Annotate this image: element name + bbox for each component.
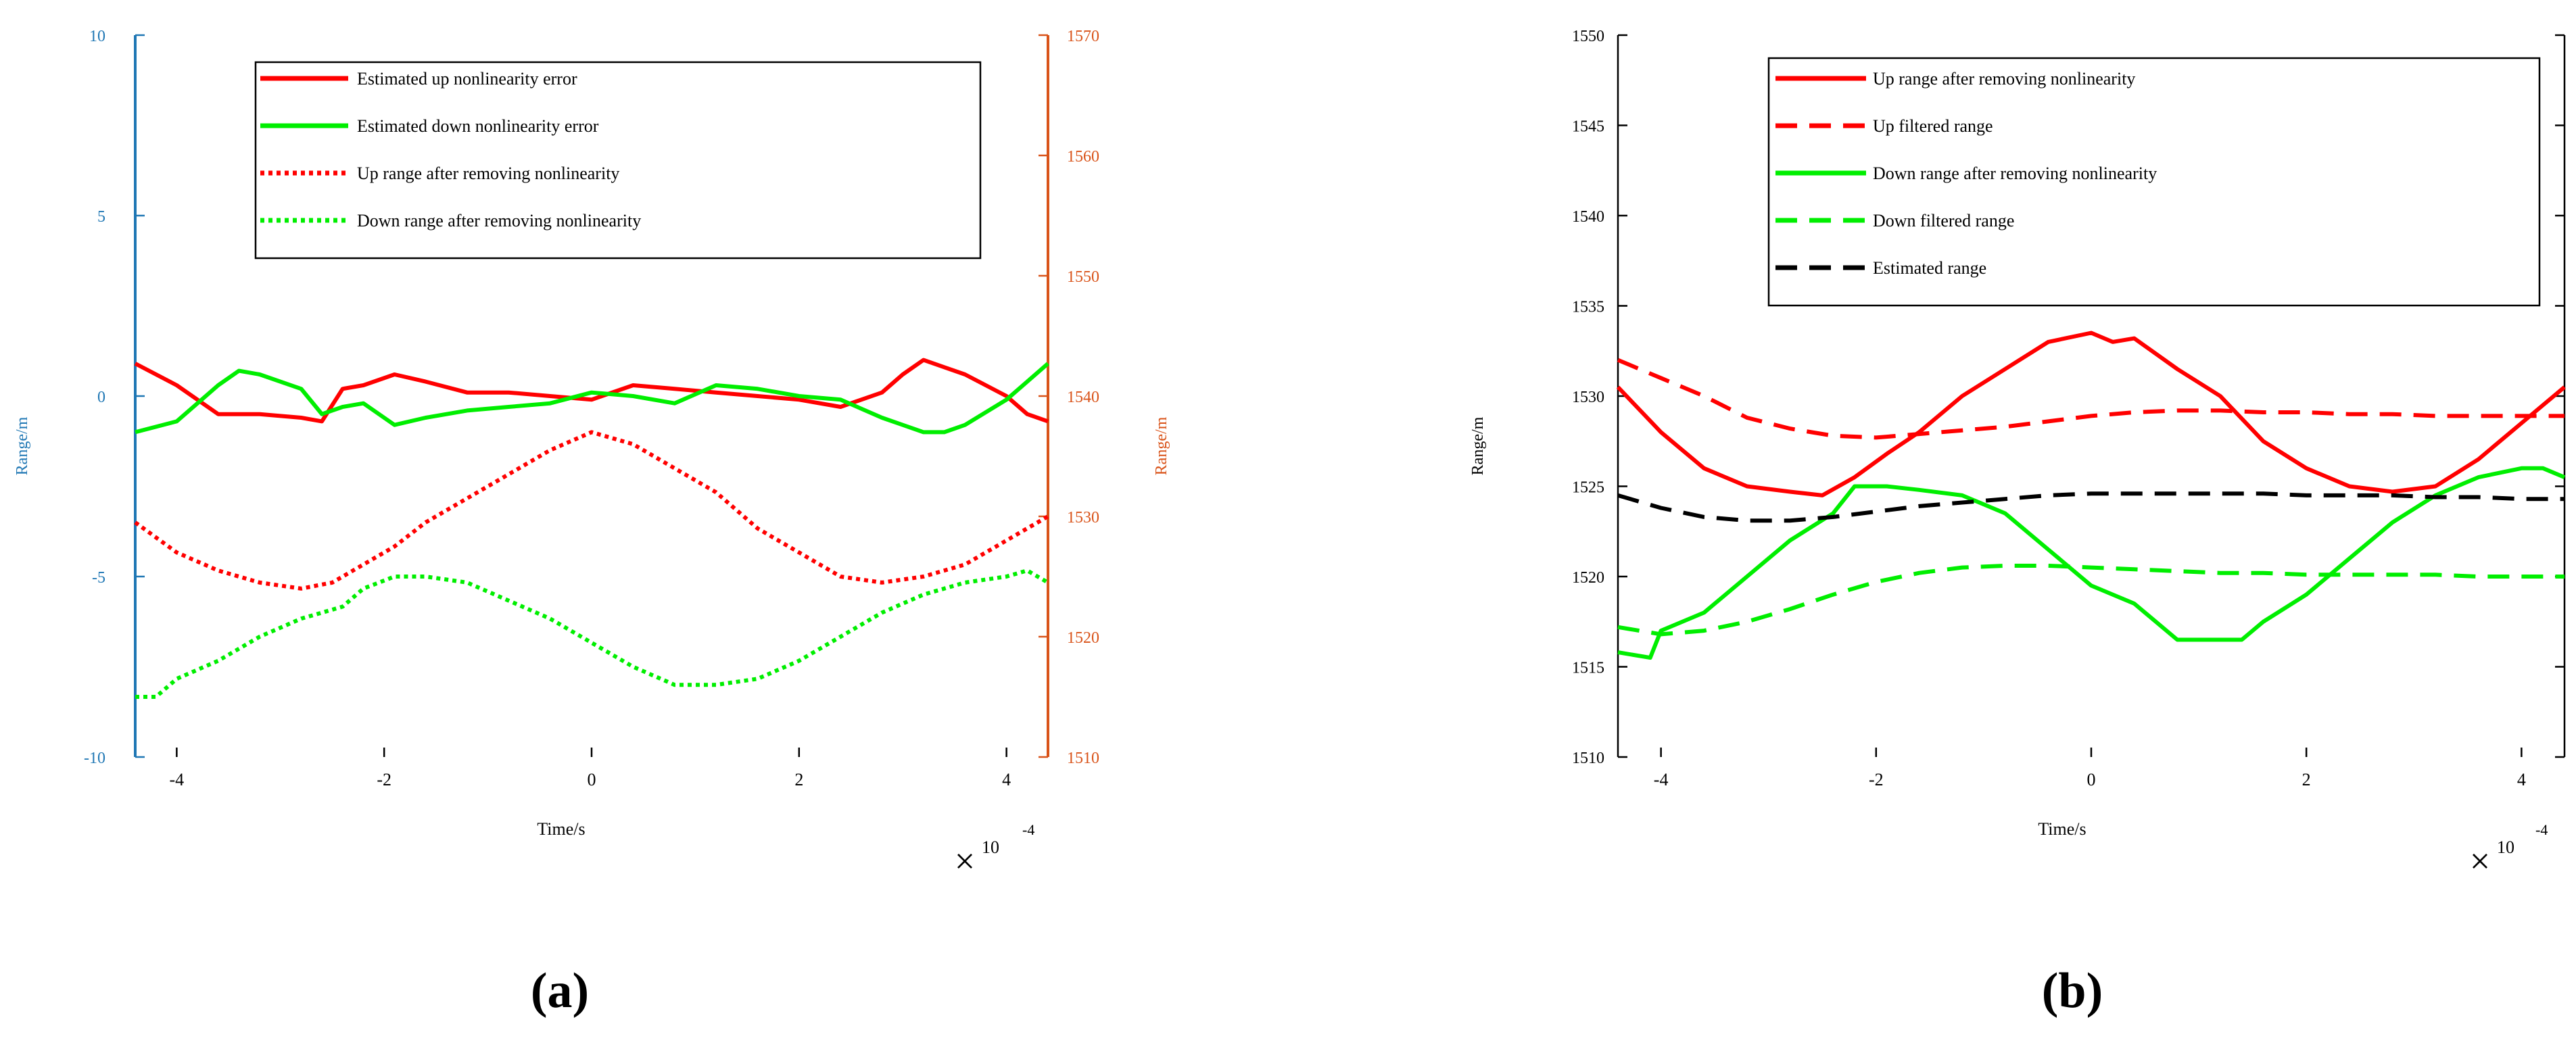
panel-b-y-tick-label: 1535	[1572, 299, 1604, 316]
panel-b-y-tick-label: 1530	[1572, 389, 1604, 406]
panel-a-right-tick-label: 1540	[1067, 389, 1099, 406]
panel-a-series	[134, 358, 1049, 699]
panel-b-y-tick-label: 1525	[1572, 479, 1604, 497]
panel-a-x-tick-label: 0	[588, 770, 596, 789]
panel-b-x-tick-label: -2	[1869, 770, 1884, 789]
panel-a-legend-label: Up range after removing nonlinearity	[357, 164, 619, 183]
panel-b-y-tick-label: 1545	[1572, 118, 1604, 136]
panel-a-right-tick-label: 1570	[1067, 28, 1099, 45]
panel-a-x-tick-label: -4	[170, 770, 185, 789]
panel-a-legend-box	[254, 61, 982, 260]
panel-b-x-multiplier-sign: ×	[2470, 841, 2490, 881]
panel-a-left-tick-label: -10	[84, 750, 105, 767]
panel-a-x-tick-label: -2	[377, 770, 391, 789]
panel-a-left-tick-label: 10	[89, 28, 105, 45]
panel-a-left-axis-label: Range/m	[14, 416, 31, 475]
panel-a-x-multiplier-exponent: -4	[1022, 821, 1034, 838]
panel-b-series-line	[1617, 564, 2565, 637]
panel-a-legend: Estimated up nonlinearity error Estimate…	[254, 61, 982, 260]
panel-a-series-line	[134, 430, 1049, 591]
panel-b-legend-box	[1767, 57, 2541, 307]
panel-a-right-tick-label: 1550	[1067, 268, 1099, 286]
panel-a-x-ticks: -4 -2 0 2 4	[170, 748, 1011, 789]
panel-b-legend-label: Down filtered range	[1873, 211, 2014, 230]
panel-b-y-tick-label: 1520	[1572, 569, 1604, 587]
panel-b-legend-label: Estimated range	[1873, 258, 1986, 278]
panel-b-y-tick-label: 1515	[1572, 660, 1604, 677]
panel-a-x-multiplier-base: 10	[982, 837, 999, 857]
panel-a-right-tick-label: 1510	[1067, 750, 1099, 767]
panel-b-x-tick-label: 0	[2087, 770, 2096, 789]
panel-a-right-tick-label: 1560	[1067, 148, 1099, 166]
panel-b-y-tick-label: 1540	[1572, 208, 1604, 226]
panel-b-y-tick-label: 1550	[1572, 28, 1604, 45]
panel-a-caption: (a)	[531, 963, 589, 1019]
panel-b-series-line	[1617, 466, 2566, 660]
panel-a-series-line	[135, 568, 1049, 699]
panel-b-legend-label: Down range after removing nonlinearity	[1873, 164, 2157, 183]
panel-a-series-line	[134, 358, 1049, 424]
panel-a-left-tick-label: 5	[97, 208, 105, 226]
panel-a-right-axis-label: Range/m	[1153, 416, 1170, 475]
panel-b-series-line	[1616, 331, 2566, 497]
panel-a-left-tick-label: -5	[92, 569, 105, 587]
panel-b-x-tick-label: 2	[2302, 770, 2311, 789]
panel-a-right-tick-label: 1530	[1067, 509, 1099, 527]
panel-b-x-multiplier-exponent: -4	[2535, 821, 2548, 838]
panel-b-series-line	[1617, 358, 2565, 440]
panel-b-series	[1616, 331, 2566, 660]
panel-a-right-ticks: 1510 1520 1530 1540 1550 1560 1570	[1039, 28, 1099, 767]
panel-a-left-ticks: -10 -5 0 5 10	[84, 28, 145, 767]
panel-a-right-tick-label: 1520	[1067, 629, 1099, 647]
panel-b-x-tick-label: 4	[2517, 770, 2526, 789]
panel-b-series-line	[1617, 491, 2565, 523]
panel-a-series-line	[135, 362, 1049, 435]
panel-b-y-axis-label: Range/m	[1469, 416, 1487, 475]
panel-a-legend-label: Down range after removing nonlinearity	[357, 211, 641, 230]
panel-b-y-tick-label: 1510	[1572, 750, 1604, 767]
panel-a-legend-label: Estimated up nonlinearity error	[357, 69, 577, 89]
panel-b-x-ticks: -4 -2 0 2 4	[1654, 748, 2526, 789]
panel-a: -10 -5 0 5 10 1510 1520 1530 1540 1550 1560 1570 -…	[14, 28, 1170, 1019]
panel-b-x-axis-label: Time/s	[2038, 819, 2086, 839]
panel-b-y-ticks: 1510 1515 1520 1525 1530 1535 1540 1545 1550	[1572, 28, 2565, 767]
panel-b-x-tick-label: -4	[1654, 770, 1669, 789]
panel-b-legend: Up range after removing nonlinearity Up …	[1767, 57, 2541, 307]
panel-b-caption: (b)	[2042, 963, 2103, 1019]
panel-a-legend-label: Estimated down nonlinearity error	[357, 116, 599, 136]
panel-a-x-axis-label: Time/s	[537, 819, 585, 839]
panel-b-legend-label: Up range after removing nonlinearity	[1873, 69, 2135, 89]
panel-b-x-multiplier-base: 10	[2497, 837, 2514, 857]
panel-a-left-tick-label: 0	[97, 389, 105, 406]
panel-a-x-multiplier-sign: ×	[955, 841, 975, 881]
panel-b-legend-label: Up filtered range	[1873, 116, 1993, 136]
panel-a-x-tick-label: 2	[794, 770, 803, 789]
panel-a-x-tick-label: 4	[1002, 770, 1011, 789]
